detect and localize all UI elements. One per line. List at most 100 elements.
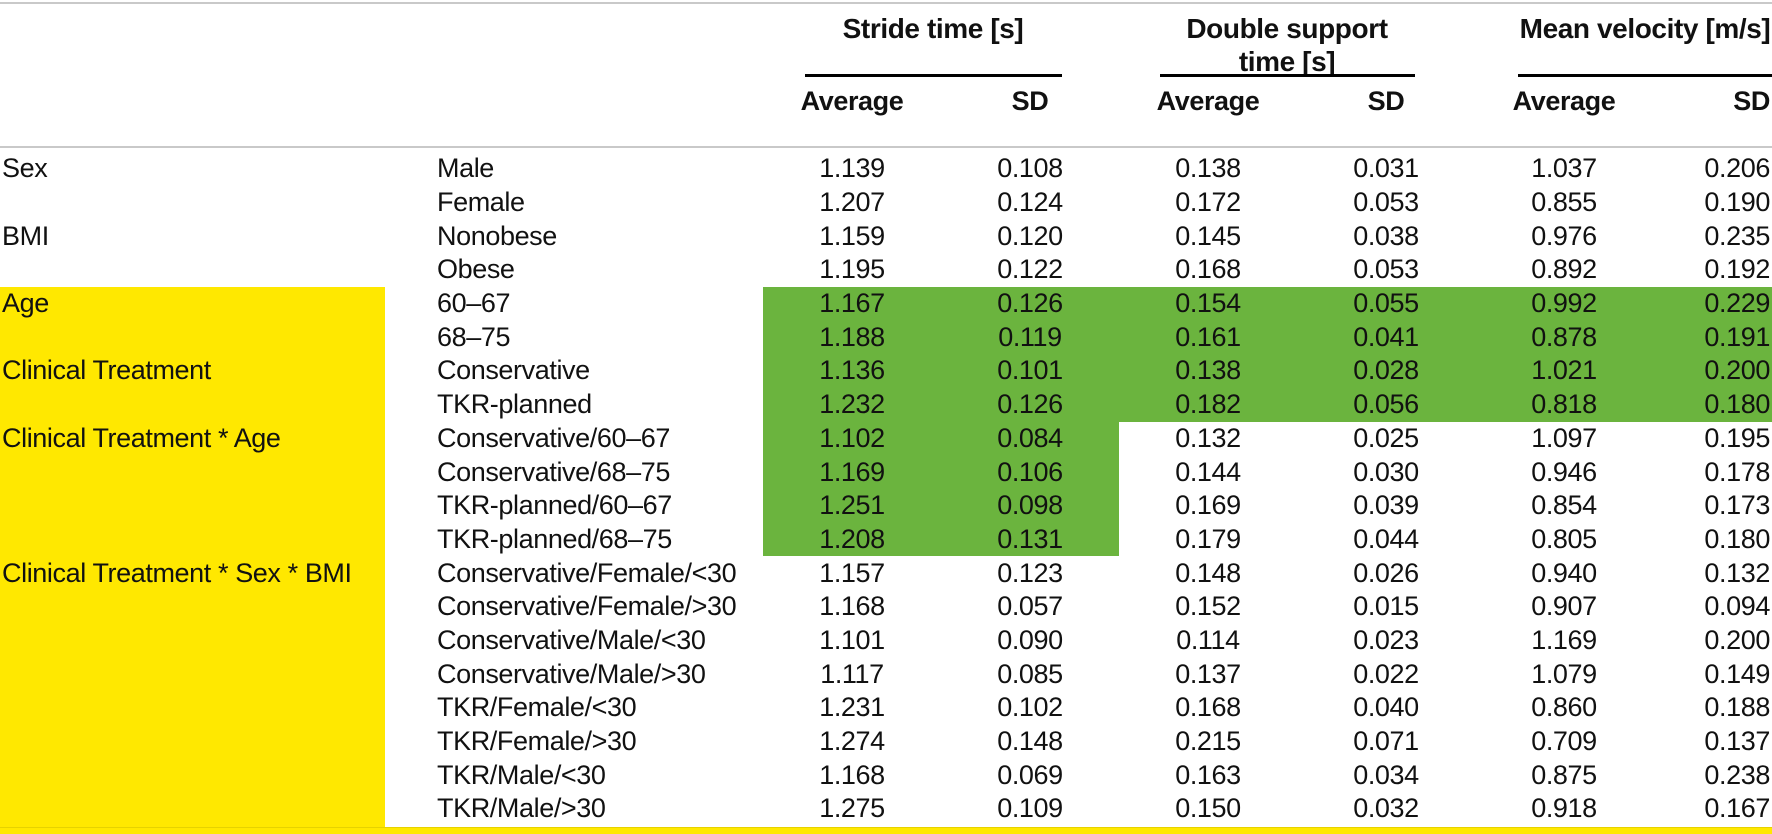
value-cell: 0.150 xyxy=(1175,793,1241,824)
column-group-underline-double-support-time xyxy=(1160,74,1415,77)
table-row: Conservative/68–75 1.169 0.106 0.144 0.030 0.… xyxy=(0,455,1772,489)
factor-cell xyxy=(0,724,385,759)
factor-cell: Age xyxy=(0,286,385,321)
value-cell: 0.032 xyxy=(1353,793,1419,824)
subheader-factor-spacer xyxy=(0,84,385,118)
value-cell: 1.037 xyxy=(1531,153,1597,184)
factor-cell xyxy=(0,522,385,557)
value-cell: 0.195 xyxy=(1704,422,1770,453)
value-cell: 1.021 xyxy=(1475,354,1653,388)
value-cell: 1.157 xyxy=(819,557,885,588)
value-cell: 0.120 xyxy=(997,220,1063,251)
top-rule xyxy=(0,2,1772,4)
level-cell: TKR/Male/<30 xyxy=(437,759,606,790)
value-cell: 0.144 xyxy=(1175,456,1241,487)
value-cell: 0.192 xyxy=(1704,254,1770,285)
value-cell: 0.132 xyxy=(1704,557,1770,588)
value-cell: 0.167 xyxy=(1704,793,1770,824)
factor-cell xyxy=(0,488,385,523)
value-cell: 0.946 xyxy=(1531,456,1597,487)
value-cell: 0.148 xyxy=(997,726,1063,757)
value-cell: 0.114 xyxy=(1176,624,1240,655)
value-cell: 0.038 xyxy=(1353,220,1419,251)
level-cell: Conservative/68–75 xyxy=(437,456,670,487)
value-cell: 0.034 xyxy=(1353,759,1419,790)
table-row: Obese 1.195 0.122 0.168 0.053 0.892 0.192 xyxy=(0,253,1772,287)
table-row: TKR/Male/>30 1.275 0.109 0.150 0.032 0.918 0.1… xyxy=(0,792,1772,826)
table-row: Conservative/Male/<30 1.101 0.090 0.114 0.02… xyxy=(0,623,1772,658)
value-cell: 0.030 xyxy=(1353,456,1419,487)
value-cell: 0.106 xyxy=(941,455,1119,489)
level-cell: TKR/Male/>30 xyxy=(437,793,606,824)
value-cell: 0.154 xyxy=(1119,286,1297,321)
value-cell: 0.190 xyxy=(1704,187,1770,218)
value-cell: 0.026 xyxy=(1353,557,1419,588)
value-cell: 0.206 xyxy=(1704,153,1770,184)
value-cell: 0.709 xyxy=(1531,726,1597,757)
value-cell: 0.161 xyxy=(1119,320,1297,355)
value-cell: 0.892 xyxy=(1531,254,1597,285)
value-cell: 0.200 xyxy=(1653,354,1772,388)
factor-cell: Clinical Treatment * Age xyxy=(0,421,385,456)
value-cell: 1.168 xyxy=(819,759,885,790)
value-cell: 0.918 xyxy=(1531,793,1597,824)
value-cell: 0.178 xyxy=(1704,456,1770,487)
value-cell: 1.101 xyxy=(819,624,885,655)
value-cell: 0.215 xyxy=(1175,726,1241,757)
subheader-row: Average SD Average SD Average SD xyxy=(0,84,1772,118)
value-cell: 0.145 xyxy=(1175,220,1241,251)
title-line: Mean velocity [m/s] xyxy=(1519,13,1771,44)
value-cell: 0.025 xyxy=(1353,422,1419,453)
value-cell: 0.169 xyxy=(1175,490,1241,521)
factor-cell: Clinical Treatment * Sex * BMI xyxy=(0,556,385,590)
value-cell: 0.805 xyxy=(1531,523,1597,554)
factor-cell xyxy=(0,320,385,355)
table-row: TKR-planned 1.232 0.126 0.182 0.056 0.818 0.18… xyxy=(0,387,1772,422)
level-cell: Conservative/60–67 xyxy=(437,422,670,453)
value-cell: 0.163 xyxy=(1175,759,1241,790)
level-cell: TKR/Female/>30 xyxy=(437,726,637,757)
factor-cell xyxy=(0,691,385,725)
value-cell: 0.992 xyxy=(1475,286,1653,321)
subheader-mean-velocity-sd: SD xyxy=(1733,85,1770,116)
factor-cell: BMI xyxy=(2,220,49,251)
level-cell: TKR-planned xyxy=(437,389,592,420)
value-cell: 1.231 xyxy=(819,692,885,723)
value-cell: 1.079 xyxy=(1531,658,1597,689)
table-row: Conservative/Female/>30 1.168 0.057 0.152 0.… xyxy=(0,589,1772,624)
value-cell: 1.251 xyxy=(763,488,941,523)
factor-cell xyxy=(0,455,385,489)
level-cell: Conservative/Male/>30 xyxy=(437,658,706,689)
value-cell: 1.274 xyxy=(819,726,885,757)
value-cell: 0.855 xyxy=(1531,187,1597,218)
value-cell: 0.188 xyxy=(1704,692,1770,723)
column-group-underline-stride-time xyxy=(805,74,1062,77)
value-cell: 0.137 xyxy=(1175,658,1241,689)
table-row: Clinical Treatment * Age Conservative/60–… xyxy=(0,421,1772,456)
value-cell: 1.117 xyxy=(820,658,884,689)
value-cell: 0.057 xyxy=(997,591,1063,622)
value-cell: 0.122 xyxy=(997,254,1063,285)
factor-cell xyxy=(0,657,385,691)
factor-cell xyxy=(0,589,385,624)
value-cell: 1.102 xyxy=(763,421,941,456)
title-line: time [s] xyxy=(1238,46,1336,77)
value-cell: 1.208 xyxy=(763,522,941,557)
value-cell: 0.069 xyxy=(997,759,1063,790)
value-cell: 0.976 xyxy=(1531,220,1597,251)
value-cell: 0.023 xyxy=(1353,624,1419,655)
value-cell: 0.180 xyxy=(1653,387,1772,422)
value-cell: 0.126 xyxy=(941,286,1119,321)
value-cell: 0.053 xyxy=(1353,254,1419,285)
level-cell: Conservative xyxy=(437,355,590,386)
value-cell: 0.137 xyxy=(1704,726,1770,757)
value-cell: 0.094 xyxy=(1704,591,1770,622)
value-cell: 0.179 xyxy=(1175,523,1241,554)
level-cell: Nonobese xyxy=(437,220,557,251)
factor-cell: Sex xyxy=(2,153,48,184)
value-cell: 0.071 xyxy=(1353,726,1419,757)
level-cell: TKR-planned/60–67 xyxy=(437,490,672,521)
value-cell: 0.090 xyxy=(997,624,1063,655)
level-cell: Male xyxy=(437,153,494,184)
table-row: 68–75 1.188 0.119 0.161 0.041 0.878 0.191 xyxy=(0,320,1772,355)
